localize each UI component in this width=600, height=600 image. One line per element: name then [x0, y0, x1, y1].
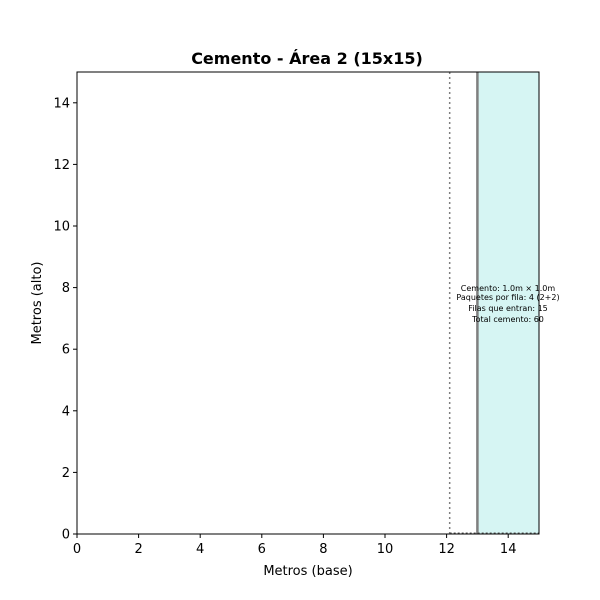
x-axis-label: Metros (base) [263, 564, 352, 579]
y-tick-label: 4 [62, 404, 70, 419]
x-tick-label: 12 [438, 542, 455, 557]
x-tick-label: 0 [73, 542, 81, 557]
y-tick-label: 14 [53, 96, 70, 111]
y-axis-ticks: 0 2 4 6 8 10 12 14 [53, 96, 77, 543]
annotation-line-1: Cemento: 1.0m × 1.0m [461, 284, 556, 293]
y-tick-label: 2 [62, 466, 70, 481]
y-tick-label: 12 [53, 158, 70, 173]
x-tick-label: 14 [500, 542, 517, 557]
y-tick-label: 6 [62, 343, 70, 358]
y-tick-label: 8 [62, 281, 70, 296]
chart-title: Cemento - Área 2 (15x15) [191, 49, 423, 68]
annotation-line-4: Total cemento: 60 [471, 315, 544, 324]
annotation-line-2: Paquetes por fila: 4 (2+2) [456, 293, 559, 302]
y-tick-label: 10 [53, 220, 70, 235]
x-tick-label: 8 [319, 542, 327, 557]
y-tick-label: 0 [62, 528, 70, 543]
y-axis-label: Metros (alto) [30, 261, 45, 344]
x-axis-ticks: 0 2 4 6 8 10 12 14 [73, 534, 517, 557]
x-tick-label: 10 [377, 542, 394, 557]
x-tick-label: 2 [134, 542, 142, 557]
plot-frame [76, 71, 540, 535]
x-tick-label: 4 [196, 542, 204, 557]
cement-annotation: Cemento: 1.0m × 1.0m Paquetes por fila: … [456, 284, 559, 324]
plot-area [77, 72, 539, 534]
x-tick-label: 6 [258, 542, 266, 557]
cement-block [477, 72, 539, 534]
annotation-line-3: Filas que entran: 15 [468, 304, 548, 313]
